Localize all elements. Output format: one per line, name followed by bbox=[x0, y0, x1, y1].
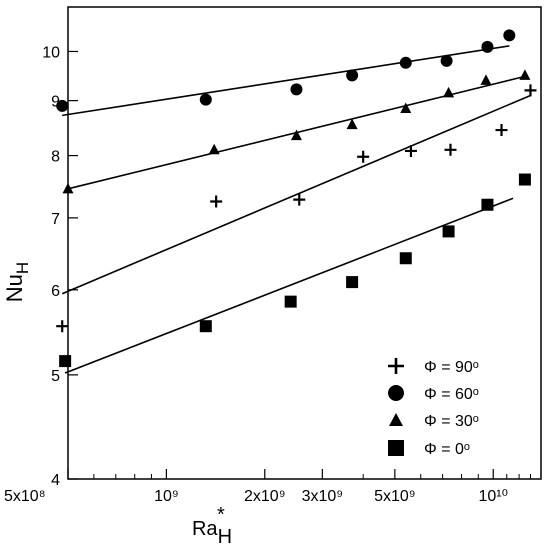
data-point-plus bbox=[210, 195, 223, 208]
data-point-plus bbox=[495, 124, 508, 137]
data-markers bbox=[56, 29, 537, 368]
data-point-circle bbox=[56, 99, 69, 112]
data-point-triangle bbox=[400, 102, 412, 113]
data-point-plus bbox=[524, 84, 537, 97]
data-point-square bbox=[284, 295, 297, 308]
data-point-triangle bbox=[346, 118, 358, 130]
data-point-triangle bbox=[443, 86, 455, 98]
y-axis-label-sub: H bbox=[13, 262, 32, 274]
x-axis-label-main: Ra bbox=[192, 518, 218, 540]
legend-marker bbox=[388, 440, 404, 456]
legend-label: Φ = 90ᵒ bbox=[424, 359, 479, 376]
data-point-circle bbox=[503, 29, 516, 42]
x-tick-label: 3x10⁹ bbox=[302, 488, 344, 505]
data-point-circle bbox=[290, 83, 303, 96]
legend-label: Φ = 30ᵒ bbox=[424, 413, 479, 430]
x-axis-label-sup: * bbox=[217, 504, 225, 526]
data-point-circle bbox=[399, 56, 412, 69]
data-point-circle bbox=[199, 93, 212, 106]
plot-frame bbox=[67, 6, 542, 480]
legend-marker bbox=[389, 413, 403, 426]
data-point-square bbox=[346, 276, 359, 289]
y-axis-label: NuH bbox=[2, 262, 32, 302]
x-tick-label: 10¹⁰ bbox=[478, 488, 508, 505]
data-point-plus bbox=[444, 143, 457, 156]
x-tick-label: 5x10⁹ bbox=[374, 488, 416, 505]
legend-label: Φ = 60ᵒ bbox=[424, 386, 479, 403]
y-tick-label: 7 bbox=[51, 211, 60, 228]
data-point-square bbox=[59, 355, 72, 368]
legend-marker bbox=[388, 385, 404, 401]
data-point-square bbox=[518, 173, 531, 186]
y-tick-label: 6 bbox=[51, 283, 60, 300]
y-tick-label: 10 bbox=[42, 44, 60, 61]
x-tick-label: 2x10⁹ bbox=[244, 488, 286, 505]
x-axis-label: RaH bbox=[192, 518, 232, 548]
data-point-circle bbox=[481, 40, 494, 53]
data-point-triangle bbox=[208, 143, 220, 155]
data-point-plus bbox=[293, 193, 306, 206]
y-tick-label: 9 bbox=[51, 94, 60, 111]
y-axis: 4 5 6 7 8 9 10 bbox=[42, 44, 78, 489]
y-tick-label: 4 bbox=[51, 472, 60, 489]
data-point-triangle bbox=[480, 74, 492, 85]
fit-line bbox=[64, 197, 514, 374]
x-axis-label-sub: H bbox=[218, 526, 232, 548]
data-point-square bbox=[399, 252, 412, 265]
y-tick-label: 5 bbox=[51, 368, 60, 385]
fit-line bbox=[61, 94, 531, 295]
data-point-triangle bbox=[290, 129, 302, 141]
data-point-square bbox=[481, 198, 494, 211]
fit-line bbox=[62, 45, 510, 117]
x-axis: 5x10⁸ 10⁹ 2x10⁹ 3x10⁹ 5x10⁹ 10¹⁰ bbox=[4, 469, 531, 505]
data-point-plus bbox=[56, 320, 69, 333]
x-tick-label: 10⁹ bbox=[154, 488, 179, 505]
data-point-square bbox=[199, 320, 212, 333]
data-point-triangle bbox=[62, 182, 74, 194]
x-tick-label: 5x10⁸ bbox=[4, 488, 45, 505]
data-point-plus bbox=[357, 150, 370, 163]
legend: Φ = 90ᵒ Φ = 60ᵒ Φ = 30ᵒ Φ = 0ᵒ bbox=[388, 358, 479, 458]
data-point-circle bbox=[346, 69, 359, 82]
y-axis-label-main: Nu bbox=[2, 274, 27, 302]
data-point-circle bbox=[440, 54, 453, 67]
y-tick-label: 8 bbox=[51, 149, 60, 166]
data-point-square bbox=[442, 225, 455, 238]
data-point-plus bbox=[404, 144, 417, 157]
data-point-triangle bbox=[519, 69, 531, 80]
legend-marker bbox=[388, 358, 404, 374]
legend-label: Φ = 0ᵒ bbox=[424, 441, 470, 458]
